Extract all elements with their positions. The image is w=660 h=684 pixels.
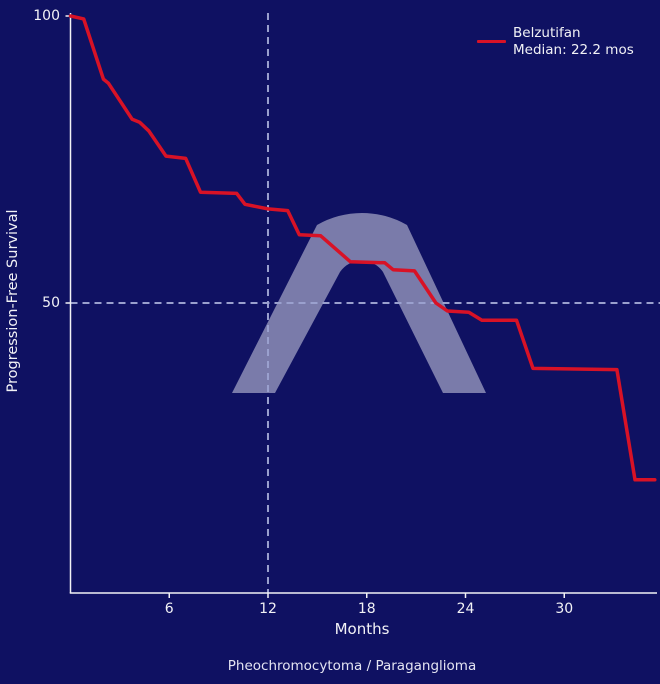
legend: Belzutifan Median: 22.2 mos xyxy=(477,25,634,58)
y-tick-label: 100 xyxy=(33,8,60,24)
km-curve-path xyxy=(68,14,657,482)
axes xyxy=(65,13,657,598)
x-tick-label: 18 xyxy=(357,601,376,617)
legend-line-swatch xyxy=(477,39,506,44)
lambda-watermark-icon xyxy=(232,212,486,393)
reference-lines xyxy=(70,13,660,593)
legend-median-label: Median: 22.2 mos xyxy=(513,41,634,58)
x-tick-label: 6 xyxy=(164,601,174,617)
x-axis-title: Months xyxy=(334,620,390,638)
x-tick-label: 12 xyxy=(259,601,277,617)
y-axis-title: Progression-Free Survival xyxy=(5,209,21,393)
chart-caption: Pheochromocytoma / Paraganglioma xyxy=(227,658,477,674)
km-curve xyxy=(68,14,657,482)
x-tick-label: 30 xyxy=(555,601,574,617)
legend-series-label: Belzutifan xyxy=(513,25,581,41)
x-tick-label: 24 xyxy=(456,601,475,617)
y-tick-label: 50 xyxy=(42,295,60,311)
legend-text: Belzutifan Median: 22.2 mos xyxy=(513,25,634,58)
